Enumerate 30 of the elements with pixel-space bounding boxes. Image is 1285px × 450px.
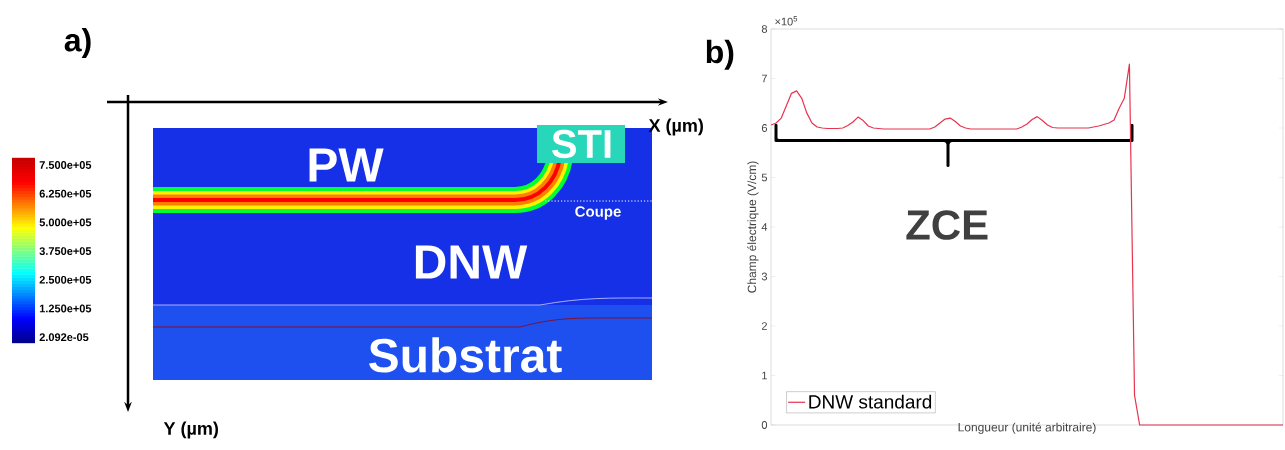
text: PW <box>309 148 384 182</box>
chart-title: b) <box>706 39 734 70</box>
text: 2.092e-05 <box>39 333 89 342</box>
text: ×10$^{5}$ <box>775 16 798 26</box>
text: Coupe <box>575 206 621 220</box>
text: Y (µm) <box>163 421 218 439</box>
text: STI <box>552 129 611 159</box>
y-tick-label: 8 <box>761 25 768 33</box>
y-tick-label: 5 <box>761 173 768 182</box>
legend-label: DNW standard <box>809 394 932 409</box>
text: a) <box>64 28 91 58</box>
y-axis-title: Champ électrique (V/cm) <box>747 161 759 293</box>
y-tick-label: 6 <box>761 124 768 132</box>
y-tick-label: 7 <box>761 74 767 83</box>
y-tick-label: 2 <box>761 322 767 330</box>
y-tick-label: 0 <box>761 421 768 429</box>
text: 3.750e+05 <box>39 247 92 255</box>
y-tick-label: 4 <box>761 223 768 231</box>
text: 7.500e+05 <box>39 161 92 169</box>
x-axis-title: Longueur (unité arbitraire) <box>958 422 1096 434</box>
text: 1.250e+05 <box>39 304 92 313</box>
y-tick-label: 3 <box>761 272 768 281</box>
annotation: ZCE <box>906 210 988 240</box>
text: 6.250e+05 <box>39 189 92 198</box>
text: Substrat <box>369 337 562 373</box>
text: DNW <box>415 245 528 279</box>
y-tick-label: 1 <box>762 371 767 380</box>
text: 5.000e+05 <box>39 218 92 227</box>
text: X (µm) <box>648 118 703 136</box>
text: 2.500e+05 <box>39 275 92 284</box>
